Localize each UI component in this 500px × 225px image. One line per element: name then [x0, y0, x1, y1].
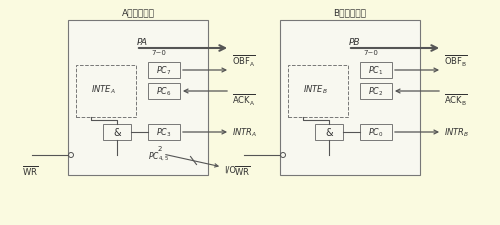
Text: PC$_7$: PC$_7$: [156, 65, 172, 77]
Text: I/O: I/O: [224, 165, 236, 174]
Text: 7~0: 7~0: [363, 50, 378, 56]
Text: PC$_0$: PC$_0$: [368, 126, 384, 139]
Text: $\overline{\rm WR}$: $\overline{\rm WR}$: [22, 163, 38, 177]
Bar: [288, 66, 348, 117]
Bar: [68, 21, 208, 175]
Text: PA: PA: [137, 38, 148, 47]
Text: $\overline{\rm OBF_B}$: $\overline{\rm OBF_B}$: [444, 53, 468, 69]
Text: INTR$_A$: INTR$_A$: [232, 126, 258, 139]
Bar: [148, 84, 180, 99]
Text: INTR$_B$: INTR$_B$: [444, 126, 469, 139]
Text: &: &: [113, 127, 121, 137]
Text: A口方式输出: A口方式输出: [122, 8, 154, 17]
Text: $\overline{\rm WR}$: $\overline{\rm WR}$: [234, 163, 250, 177]
Text: $\overline{\rm OBF_A}$: $\overline{\rm OBF_A}$: [232, 53, 256, 69]
Bar: [315, 124, 343, 140]
Text: INTE$_A$: INTE$_A$: [90, 83, 116, 96]
Text: PB: PB: [349, 38, 360, 47]
Bar: [360, 124, 392, 140]
Text: PC$_6$: PC$_6$: [156, 85, 172, 98]
Bar: [280, 21, 420, 175]
Bar: [103, 124, 131, 140]
Bar: [148, 124, 180, 140]
Text: PC$_3$: PC$_3$: [156, 126, 172, 139]
Bar: [360, 84, 392, 99]
Text: 2: 2: [158, 145, 162, 151]
Text: $\overline{\rm ACK_A}$: $\overline{\rm ACK_A}$: [232, 93, 256, 108]
Bar: [76, 66, 136, 117]
Bar: [148, 63, 180, 79]
Text: PC$_2$: PC$_2$: [368, 85, 384, 98]
Text: &: &: [325, 127, 333, 137]
Text: PC$_{4,5}$: PC$_{4,5}$: [148, 150, 169, 162]
Text: PC$_1$: PC$_1$: [368, 65, 384, 77]
Text: B口方式输出: B口方式输出: [334, 8, 366, 17]
Bar: [360, 63, 392, 79]
Text: 7~0: 7~0: [151, 50, 166, 56]
Text: $\overline{\rm ACK_B}$: $\overline{\rm ACK_B}$: [444, 93, 468, 108]
Text: INTE$_B$: INTE$_B$: [302, 83, 328, 96]
